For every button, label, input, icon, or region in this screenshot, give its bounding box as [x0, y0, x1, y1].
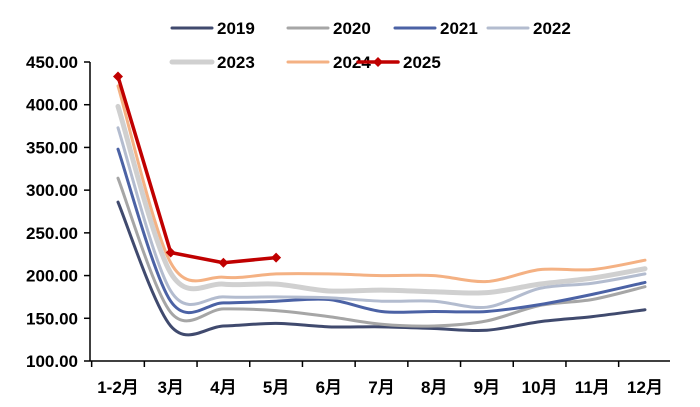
legend-item-2020: 2020: [286, 19, 371, 38]
legend-label: 2025: [403, 53, 441, 72]
data-point-2025: [113, 71, 123, 82]
y-tick-label: 400.00: [26, 96, 78, 115]
legend-label: 2024: [333, 53, 371, 72]
series-2019: [116, 200, 647, 337]
y-tick-label: 150.00: [26, 309, 78, 328]
series-2024: [116, 84, 647, 284]
x-tick-label: 8月: [421, 378, 447, 397]
series-2025: [113, 71, 282, 268]
axes: 100.00 150.00 200.00 250.00 300.00 350.00 400.…: [26, 53, 670, 397]
y-tick-label: 250.00: [26, 224, 78, 243]
legend-item-2022: 2022: [486, 19, 571, 38]
series-line-2024: [116, 84, 647, 284]
legend-item-2024: 2024: [286, 53, 371, 72]
x-tick-label: 7月: [368, 378, 394, 397]
series-line-2019: [116, 200, 647, 337]
x-tick-label: 10月: [522, 378, 558, 397]
x-tick-label: 6月: [316, 378, 342, 397]
series-line-2025: [116, 74, 278, 265]
data-point-2025: [165, 247, 176, 258]
legend-marker: [373, 57, 383, 67]
series-2023: [115, 103, 648, 296]
x-tick-label: 4月: [210, 378, 236, 397]
x-tick-label: 11月: [575, 378, 610, 397]
legend-label: 2021: [440, 19, 478, 38]
legend-label: 2022: [533, 19, 571, 38]
legend-label: 2019: [217, 19, 255, 38]
data-point-2025: [271, 252, 282, 263]
y-tick-label: 350.00: [26, 138, 78, 157]
y-tick-label: 200.00: [26, 267, 78, 286]
series-2021: [116, 147, 647, 315]
legend-item-2025: 2025: [356, 53, 441, 72]
y-tick-label: 300.00: [26, 181, 78, 200]
legend: 2019 2020 2021 2022 2023 2024 2025: [169, 19, 571, 72]
x-tick-label: 5月: [263, 378, 289, 397]
series-line-2023: [115, 103, 648, 296]
legend-label: 2020: [333, 19, 371, 38]
series-2022: [116, 126, 647, 310]
y-tick-label: 450.00: [26, 53, 78, 72]
y-tick-label: 100.00: [26, 352, 78, 371]
series-line-2021: [116, 147, 647, 315]
x-tick-label: 1-2月: [97, 378, 139, 397]
legend-item-2019: 2019: [170, 19, 255, 38]
data-point-2025: [218, 257, 229, 268]
x-tick-label: 9月: [474, 378, 500, 397]
legend-item-2021: 2021: [393, 19, 478, 38]
legend-item-2023: 2023: [169, 53, 255, 72]
x-tick-label: 3月: [157, 378, 183, 397]
series-layer: [113, 71, 648, 337]
series-line-2022: [116, 126, 647, 310]
x-tick-label: 12月: [627, 378, 663, 397]
legend-label: 2023: [217, 53, 255, 72]
